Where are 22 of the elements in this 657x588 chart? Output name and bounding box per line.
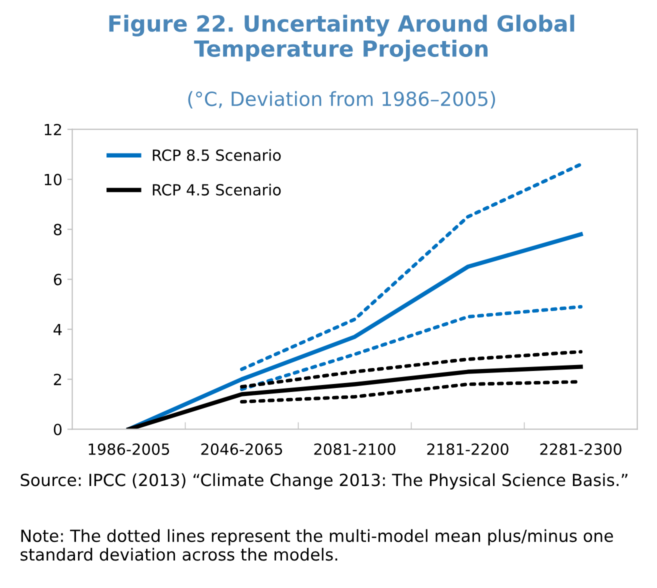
- line-series: [240, 305, 583, 391]
- text: Note: The dotted lines represent the multi-model mean plus/minus one standard deviation across the models.: [20, 529, 613, 561]
- x-tick-label: 1986-2005: [88, 443, 170, 455]
- x-tick-label: 2081-2100: [314, 443, 396, 455]
- y-tick-label: 10: [44, 174, 62, 186]
- y-tick-label: 4: [54, 324, 62, 336]
- source-note: Source: IPCC (2013) “Climate Change 2013: The Physical Science Basis.”: [20, 473, 628, 490]
- y-tick-label: 2: [54, 374, 62, 386]
- x-tick-label: 2181-2200: [427, 443, 508, 455]
- x-tick-label: 2046-2065: [201, 443, 282, 455]
- x-tick-label: 2281-2300: [540, 443, 622, 455]
- line-series: [240, 350, 583, 388]
- chart-title: Figure 22. Uncertainty Around Global Temperature Projection: [109, 14, 574, 62]
- chart-subtitle: (°C, Deviation from 1986–2005): [188, 91, 496, 108]
- y-tick-label: 6: [54, 274, 62, 286]
- legend-label: RCP 8.5 Scenario: [152, 149, 281, 161]
- y-tick-label: 0: [54, 424, 62, 436]
- line-series: [126, 364, 583, 430]
- y-tick-label: 12: [44, 124, 62, 136]
- y-tick-label: 8: [54, 224, 62, 236]
- line-series: [126, 232, 583, 430]
- legend-label: RCP 4.5 Scenario: [152, 184, 281, 196]
